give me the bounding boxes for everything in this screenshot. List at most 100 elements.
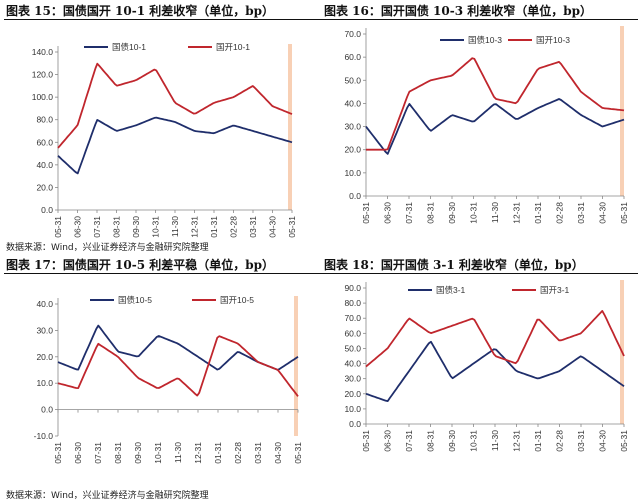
- x-tick-label: 02-28: [229, 216, 239, 238]
- x-tick-label: 05-31: [53, 442, 63, 464]
- y-tick-label: 60.0: [344, 52, 361, 62]
- x-tick-label: 04-30: [598, 202, 608, 224]
- y-tick-label: 140.0: [32, 47, 54, 57]
- legend-label: 国开10-5: [220, 295, 254, 305]
- y-tick-label: 30.0: [36, 325, 53, 335]
- y-tick-label: 40.0: [344, 98, 361, 108]
- x-tick-label: 05-31: [287, 216, 297, 238]
- y-tick-label: 20.0: [344, 145, 361, 155]
- source-note-top: 数据来源：Wind，兴业证券经济与金融研究院整理: [6, 243, 209, 253]
- x-tick-label: 03-31: [576, 202, 586, 224]
- y-tick-label: 30.0: [344, 122, 361, 132]
- x-tick-label: 12-31: [512, 202, 522, 224]
- x-tick-label: 06-30: [383, 202, 393, 224]
- x-tick-label: 11-30: [490, 430, 500, 451]
- highlight-band: [294, 296, 298, 436]
- y-tick-label: 10.0: [36, 378, 53, 388]
- x-tick-label: 11-30: [490, 202, 500, 223]
- x-tick-label: 12-31: [193, 442, 203, 464]
- x-tick-label: 09-30: [447, 202, 457, 224]
- x-tick-label: 01-31: [213, 442, 223, 464]
- x-tick-label: 04-30: [268, 216, 278, 238]
- y-tick-label: 0.0: [349, 191, 361, 201]
- x-tick-label: 06-30: [73, 216, 83, 238]
- y-tick-label: 40.0: [344, 359, 361, 369]
- y-tick-label: 120.0: [32, 70, 54, 80]
- legend-label: 国债10-5: [118, 295, 152, 305]
- x-tick-label: 05-31: [361, 202, 371, 224]
- legend-label: 国开10-3: [536, 35, 570, 45]
- source-note-bottom: 数据来源：Wind，兴业证券经济与金融研究院整理: [6, 491, 209, 501]
- x-tick-label: 07-31: [404, 202, 414, 224]
- x-tick-label: 05-31: [619, 202, 629, 224]
- figure-title-16: 图表 16：国开国债 10-3 利差收窄（单位，bp）: [324, 4, 593, 18]
- y-tick-label: 60.0: [344, 328, 361, 338]
- x-tick-label: 10-31: [151, 216, 161, 238]
- x-tick-label: 11-30: [173, 442, 183, 463]
- series-line-2: [365, 310, 625, 368]
- x-tick-label: 02-28: [555, 430, 565, 452]
- legend-label: 国开3-1: [540, 285, 570, 295]
- y-tick-label: -10.0: [34, 431, 54, 441]
- legend-label: 国债10-3: [468, 35, 502, 45]
- y-tick-label: 0.0: [349, 419, 361, 429]
- x-tick-label: 06-30: [73, 442, 83, 464]
- series-line-2: [57, 335, 299, 397]
- legend-label: 国债10-1: [112, 42, 146, 52]
- x-tick-label: 10-31: [469, 202, 479, 224]
- legend-label: 国债3-1: [436, 285, 466, 295]
- y-tick-label: 40.0: [36, 299, 53, 309]
- y-tick-label: 80.0: [344, 298, 361, 308]
- x-tick-label: 04-30: [273, 442, 283, 464]
- x-tick-label: 01-31: [533, 202, 543, 224]
- y-tick-label: 80.0: [36, 115, 53, 125]
- x-tick-label: 02-28: [233, 442, 243, 464]
- x-tick-label: 03-31: [253, 442, 263, 464]
- x-tick-label: 01-31: [209, 216, 219, 238]
- legend-label: 国开10-1: [216, 42, 250, 52]
- divider: [4, 19, 638, 20]
- x-tick-label: 09-30: [133, 442, 143, 464]
- x-tick-label: 09-30: [447, 430, 457, 452]
- y-tick-label: 50.0: [344, 75, 361, 85]
- y-tick-label: 70.0: [344, 313, 361, 323]
- x-tick-label: 05-31: [619, 430, 629, 452]
- x-tick-label: 05-31: [53, 216, 63, 238]
- series-line-1: [365, 98, 625, 155]
- x-tick-label: 04-30: [598, 430, 608, 452]
- x-tick-label: 10-31: [153, 442, 163, 464]
- x-tick-label: 06-30: [383, 430, 393, 452]
- y-tick-label: 20.0: [36, 182, 53, 192]
- y-tick-label: 0.0: [41, 205, 53, 215]
- y-tick-label: 90.0: [344, 283, 361, 293]
- x-tick-label: 07-31: [404, 430, 414, 452]
- x-tick-label: 03-31: [248, 216, 258, 238]
- x-tick-label: 08-31: [113, 442, 123, 464]
- y-tick-label: 30.0: [344, 374, 361, 384]
- x-tick-label: 03-31: [576, 430, 586, 452]
- highlight-band: [288, 44, 292, 210]
- series-line-2: [366, 57, 625, 151]
- x-tick-label: 07-31: [93, 442, 103, 464]
- series-line-1: [365, 340, 625, 402]
- x-tick-label: 10-31: [469, 430, 479, 452]
- series-line-2: [57, 62, 293, 149]
- x-tick-label: 12-31: [512, 430, 522, 452]
- figure-title-17: 图表 17：国债国开 10-5 利差平稳（单位，bp）: [6, 258, 275, 272]
- x-tick-label: 09-30: [131, 216, 141, 238]
- y-tick-label: 60.0: [36, 137, 53, 147]
- divider: [4, 273, 638, 274]
- series-line-1: [57, 116, 293, 175]
- y-tick-label: 0.0: [41, 405, 53, 415]
- x-tick-label: 08-31: [426, 430, 436, 452]
- x-tick-label: 05-31: [361, 430, 371, 452]
- y-tick-label: 70.0: [344, 29, 361, 39]
- y-tick-label: 20.0: [36, 352, 53, 362]
- x-tick-label: 07-31: [92, 216, 102, 238]
- y-tick-label: 40.0: [36, 160, 53, 170]
- x-tick-label: 08-31: [426, 202, 436, 224]
- y-tick-label: 20.0: [344, 389, 361, 399]
